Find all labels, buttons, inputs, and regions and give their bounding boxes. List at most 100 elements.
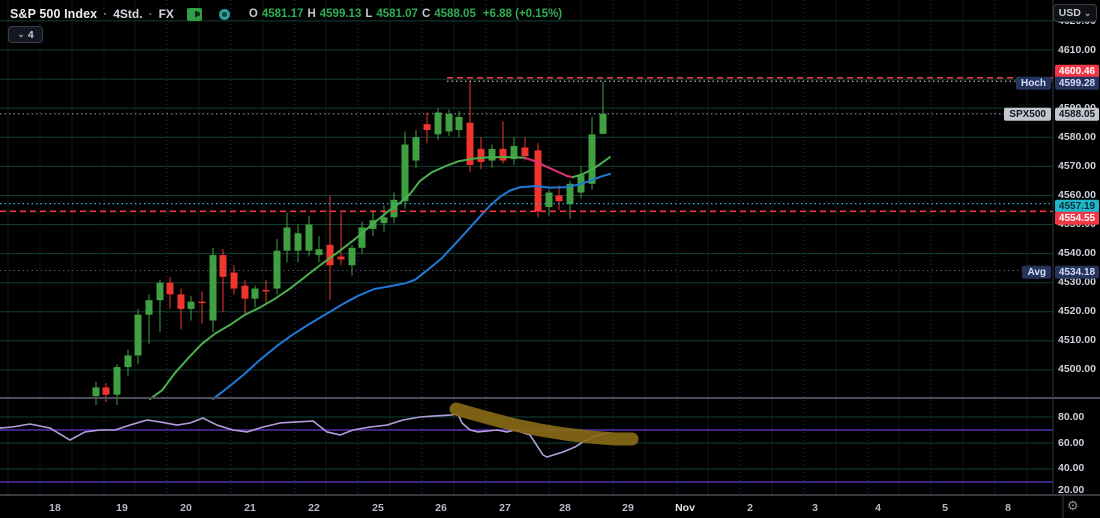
candle-body (358, 227, 366, 248)
candle-body (566, 183, 574, 205)
price-badge-side-label: Avg (1022, 265, 1051, 279)
candle-body (198, 301, 206, 304)
candle-body (588, 134, 596, 184)
broker-logo-icon (186, 7, 202, 21)
candle-body (92, 387, 100, 397)
chevron-down-icon: ⌄ (1083, 7, 1092, 18)
candle-body (251, 288, 259, 299)
price-badge: 4588.05 (1055, 107, 1099, 121)
time-axis-label: 25 (372, 502, 384, 514)
axis-tick-label: 4520.00 (1058, 305, 1096, 317)
candle-body (510, 145, 518, 160)
candle-body (445, 113, 453, 132)
chevron-down-icon: ⌄ (17, 29, 25, 39)
candle-body (499, 148, 507, 161)
time-axis-label: 20 (180, 502, 192, 514)
price-badge: 4599.28 (1055, 76, 1099, 90)
candle-body (380, 217, 388, 224)
high-value: 4599.13 (319, 8, 362, 20)
bar-count-dropdown[interactable]: ⌄ 4 (8, 26, 43, 43)
axis-tick-label: 4610.00 (1058, 44, 1096, 56)
axis-tick-label: 80.00 (1058, 411, 1085, 423)
candle-body (434, 112, 442, 135)
axis-tick-label: 4530.00 (1058, 276, 1096, 288)
ma-slow-line (212, 172, 611, 401)
price-badge: 4557.19 (1055, 199, 1099, 213)
axis-tick-label: 20.00 (1058, 484, 1085, 496)
time-axis-label: 2 (747, 502, 753, 514)
currency-value: USD (1058, 7, 1081, 19)
candle-body (177, 294, 185, 309)
time-axis-label: 3 (812, 502, 818, 514)
candle-body (521, 147, 529, 157)
candle-body (488, 148, 496, 161)
open-label: O (248, 8, 258, 20)
candle-body (326, 244, 334, 266)
market-status-icon (218, 8, 230, 20)
axis-tick-label: 4510.00 (1058, 334, 1096, 346)
axis-tick-label: 40.00 (1058, 462, 1085, 474)
separator-dot: · (148, 7, 153, 21)
candle-body (423, 124, 431, 130)
symbol-title[interactable]: S&P 500 Index (10, 7, 98, 21)
currency-dropdown[interactable]: USD ⌄ (1053, 4, 1097, 22)
axis-tick-label: 4540.00 (1058, 247, 1096, 259)
symbol-header: S&P 500 Index · 4Std. · FX O 4581.17 H 4… (10, 7, 562, 21)
open-value: 4581.17 (261, 8, 304, 20)
change-value: +6.88 (+0.15%) (482, 8, 563, 20)
price-badge: 4600.46 (1055, 64, 1099, 78)
ma-fast-line (524, 156, 574, 179)
time-axis-label: Nov (675, 502, 695, 514)
bar-count-value: 4 (27, 28, 34, 41)
close-value: 4588.05 (434, 8, 476, 20)
candle-body (241, 285, 249, 299)
ma-fast-line (149, 156, 526, 401)
candle-body (134, 314, 142, 356)
rsi-line (0, 413, 609, 458)
candle-body (156, 282, 164, 301)
candle-body (337, 256, 345, 260)
exchange-label[interactable]: FX (158, 7, 174, 21)
candle-body (209, 255, 217, 321)
time-axis-label: 5 (942, 502, 948, 514)
time-axis-label: 4 (875, 502, 881, 514)
candle-body (219, 255, 227, 277)
candle-body (477, 148, 485, 162)
candle-body (124, 355, 132, 368)
candle-body (273, 250, 281, 289)
time-axis-label: 26 (435, 502, 447, 514)
candle-body (166, 282, 174, 295)
candle-body (294, 233, 302, 251)
candle-body (390, 199, 398, 218)
candle-body (534, 150, 542, 212)
axis-tick-label: 4500.00 (1058, 363, 1096, 375)
time-axis-label: 18 (49, 502, 61, 514)
candle-body (555, 195, 563, 202)
candle-body (315, 249, 323, 256)
candle-body (466, 122, 474, 165)
candle-body (599, 113, 607, 134)
time-axis-label: 27 (499, 502, 511, 514)
brush-drawing[interactable] (449, 402, 639, 446)
candle-body (348, 247, 356, 266)
low-value: 4581.07 (376, 8, 418, 20)
time-axis-label: 22 (308, 502, 320, 514)
candle-body (113, 367, 121, 395)
candle-body (455, 116, 463, 130)
axis-tick-label: 4560.00 (1058, 189, 1096, 201)
high-label: H (307, 8, 316, 20)
price-badge-side-label: SPX500 (1004, 107, 1051, 121)
candle-body (401, 144, 409, 202)
low-label: L (365, 8, 373, 20)
axis-tick-label: 60.00 (1058, 437, 1085, 449)
candle-body (283, 227, 291, 251)
candle-body (187, 301, 195, 309)
interval-label[interactable]: 4Std. (113, 7, 143, 21)
gear-icon[interactable]: ⚙ (1067, 498, 1079, 513)
time-axis-label: 8 (1005, 502, 1011, 514)
price-badge: 4554.55 (1055, 211, 1099, 225)
axis-tick-label: 4580.00 (1058, 131, 1096, 143)
candle-body (412, 137, 420, 161)
